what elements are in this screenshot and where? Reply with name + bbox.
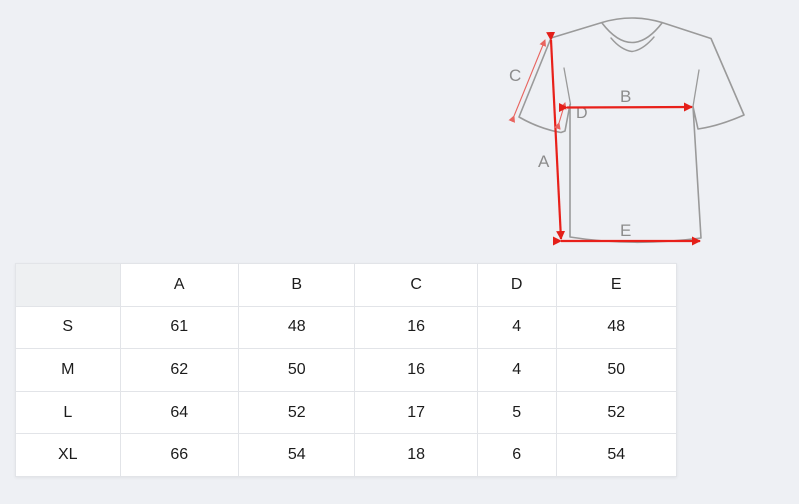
svg-text:B: B [620, 87, 631, 106]
svg-text:A: A [538, 152, 550, 171]
svg-text:C: C [509, 66, 521, 85]
svg-text:E: E [620, 221, 631, 240]
